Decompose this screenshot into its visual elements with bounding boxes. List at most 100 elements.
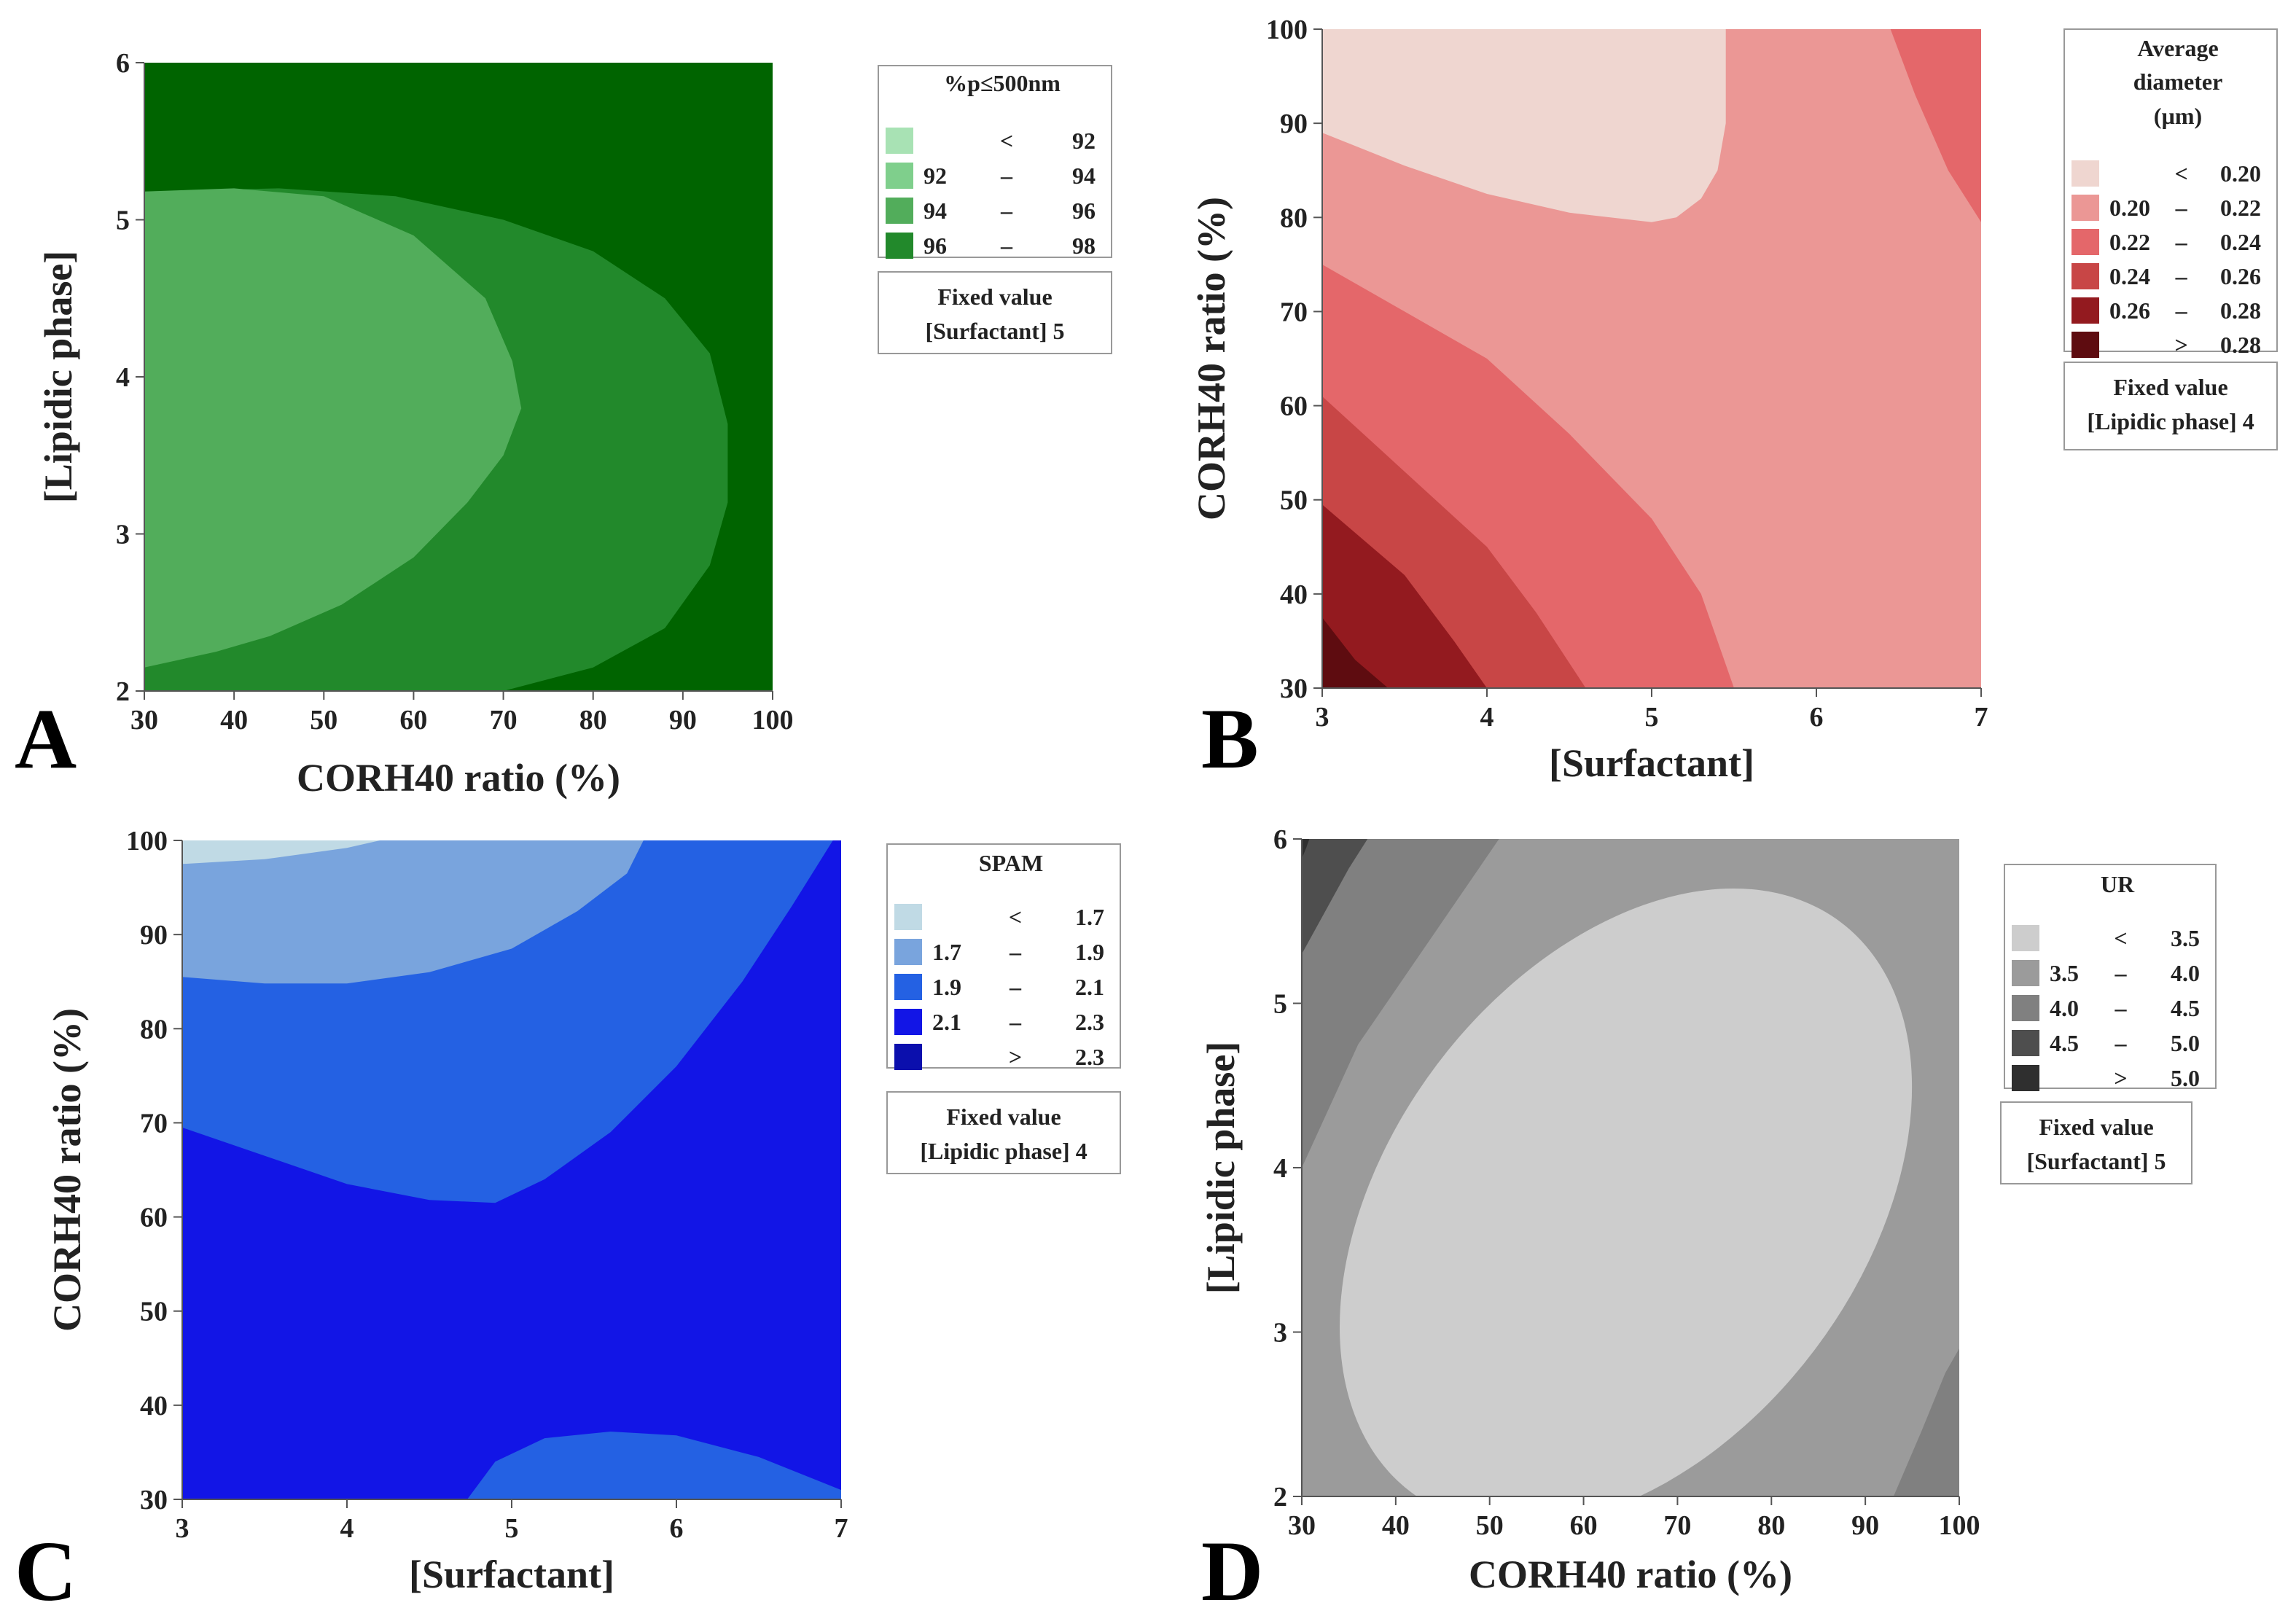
legend-item: >0.28 [2072,332,2261,358]
fixed-value-text: [Surfactant] 5 [2026,1148,2166,1174]
y-tick-label: 90 [140,920,168,950]
x-tick-label: 3 [176,1513,190,1544]
contour-region [1302,839,1368,954]
panel-b: 3 4 5 6 7 30 40 50 60 70 80 90 100 [Surfactant] CORH40… [1190,15,2278,786]
legend-item: 1.7 – 1.9 [894,939,1104,965]
x-tick-label: 70 [1663,1510,1691,1541]
panel-label: C [15,1523,77,1619]
legend-operator: – [1000,163,1013,189]
fixed-value-frame [2063,362,2278,450]
panel-label: A [15,691,77,786]
legend-operator: – [2115,1030,2128,1056]
x-tick-label: 40 [1382,1510,1410,1541]
fixed-value-frame [2000,1101,2192,1184]
legend-high: 3.5 [2171,925,2200,951]
legend-low: 4.5 [2050,1030,2079,1056]
x-tick-label: 7 [835,1513,848,1544]
legend-high: 4.5 [2171,995,2200,1021]
fixed-value-title: Fixed value [946,1104,1061,1130]
x-tick-label: 4 [1480,702,1494,733]
x-tick-label: 90 [1851,1510,1879,1541]
legend-high: 0.28 [2220,297,2261,324]
legend-operator: – [2115,995,2128,1021]
legend-operator: – [2115,960,2128,986]
x-tick-label: 7 [1975,702,1988,733]
legend-low: 96 [924,233,947,259]
x-axis-title: CORH40 ratio (%) [1469,1553,1792,1596]
legend-operator: – [2175,229,2188,255]
legend-operator: – [2175,195,2188,221]
legend-operator: < [2114,925,2127,951]
legend-operator: – [1009,1009,1022,1035]
legend-item: 3.5 – 4.0 [2012,960,2200,986]
legend-title: diameter [2133,69,2223,95]
legend-swatch [886,198,913,224]
legend-swatch [2012,1065,2039,1091]
legend-high: 96 [1072,198,1096,224]
x-tick-label: 50 [1476,1510,1504,1541]
x-tick-label: 4 [340,1513,354,1544]
contour-region [182,840,380,864]
fixed-value-frame [886,1091,1121,1174]
y-axis-title: [Lipidic phase] [36,251,80,504]
legend-operator: – [2175,297,2188,324]
y-tick-label: 90 [1280,109,1308,139]
legend-swatch [894,1009,922,1035]
y-tick-label: 4 [116,362,130,393]
legend-item: 92 – 94 [886,163,1096,189]
fixed-value-text: [Lipidic phase] 4 [920,1138,1087,1164]
legend-item: 4.5 – 5.0 [2012,1030,2200,1056]
contour-region [1893,1348,1959,1496]
legend-swatch [894,939,922,965]
legend-high: 0.22 [2220,195,2261,221]
x-tick-label: 90 [669,705,697,735]
fixed-value-text: [Lipidic phase] 4 [2087,408,2254,434]
y-tick-label: 70 [1280,297,1308,327]
legend-swatch [894,974,922,1000]
y-tick-label: 5 [1273,989,1287,1020]
y-tick-label: 30 [1280,674,1308,704]
contour-region [1340,888,1913,1496]
legend-swatch [2072,297,2099,324]
legend-high: 94 [1072,163,1096,189]
y-tick-label: 40 [140,1391,168,1421]
panel-c: 3 4 5 6 7 30 40 50 60 70 80 90 100 [Surfactant] CORH40… [15,826,1121,1619]
legend-operator: < [2174,160,2187,187]
x-tick-label: 3 [1316,702,1329,733]
legend-item: 94 – 96 [886,198,1096,224]
legend-operator: < [1009,904,1022,930]
legend: UR< 3.53.5–4.04.0–4.54.5–5.0> 5.0 [2004,864,2217,1091]
legend-low: 1.9 [932,974,961,1000]
fixed-value-box: Fixed value [Surfactant] 5 [878,271,1112,354]
contour-region [1890,29,1981,222]
legend-low: 4.0 [2050,995,2079,1021]
legend-swatch [2012,925,2039,951]
y-tick-label: 50 [140,1297,168,1327]
legend-swatch [886,163,913,189]
x-tick-label: 30 [1288,1510,1316,1541]
y-tick-label: 2 [116,676,130,707]
fixed-value-box: Fixed value [Lipidic phase] 4 [2063,362,2278,450]
y-axis-title: [Lipidic phase] [1199,1042,1243,1295]
legend-low: 0.20 [2109,195,2150,221]
legend-low: 92 [924,163,947,189]
legend-low: 94 [924,198,947,224]
contour-plot [144,63,773,691]
fixed-value-box: Fixed value [Lipidic phase] 4 [886,1091,1121,1174]
legend-item: <1.7 [894,904,1104,930]
contour-region [467,1432,841,1499]
panel-label: B [1201,691,1259,786]
legend-high: 0.28 [2220,332,2261,358]
panels-root: 30 40 50 60 70 80 90 100 2 3 4 5 6 CORH40 ratio (%) [L… [15,15,2278,1619]
legend-title: SPAM [979,850,1043,876]
legend-swatch [2072,229,2099,255]
legend-low: 0.22 [2109,229,2150,255]
legend-low: 3.5 [2050,960,2079,986]
y-tick-label: 60 [1280,391,1308,422]
legend-swatch [2072,332,2099,358]
legend-item: 1.9 – 2.1 [894,974,1104,1000]
legend-title: %p≤500nm [944,70,1061,96]
